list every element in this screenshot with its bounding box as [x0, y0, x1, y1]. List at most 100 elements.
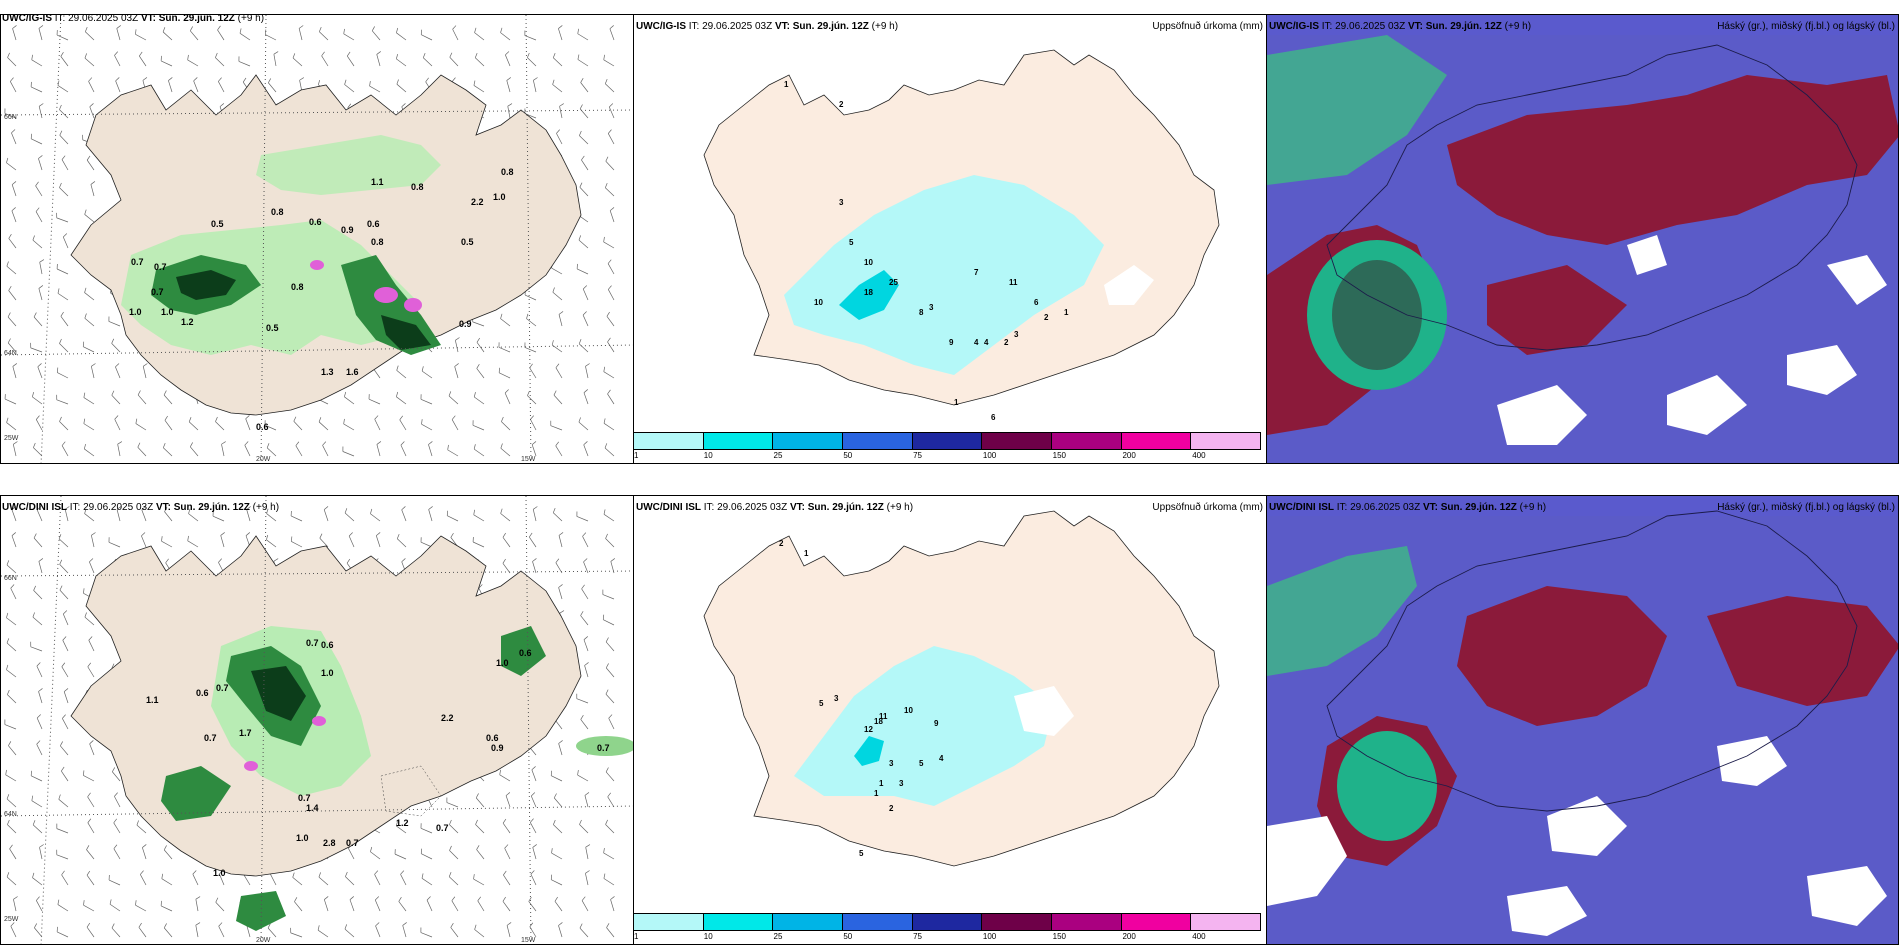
wind-barb-flag: [91, 532, 96, 536]
wind-barb: [11, 210, 17, 223]
wind-barb: [56, 268, 69, 275]
value-label: 2.2: [441, 713, 454, 723]
wind-barb: [59, 135, 69, 145]
wind-barb-flag: [553, 793, 557, 799]
wind-barb: [475, 797, 485, 808]
wind-barb: [56, 854, 69, 860]
wind-barb-flag: [401, 103, 406, 108]
wind-barb: [86, 927, 95, 938]
wind-barb: [11, 509, 17, 522]
wind-barb-flag: [59, 416, 62, 422]
wind-barb: [472, 541, 485, 548]
value-label: 9: [949, 338, 954, 347]
wind-barb: [583, 444, 589, 457]
wind-barb: [84, 318, 95, 327]
value-label: 0.7: [597, 743, 610, 753]
wind-barb-flag: [396, 79, 399, 85]
wind-barb-flag: [192, 870, 197, 875]
wind-barb-flag: [582, 285, 588, 290]
wind-barb: [114, 419, 121, 431]
wind-barb: [502, 822, 511, 834]
wind-barb-flag: [533, 506, 538, 510]
wind-barb: [552, 291, 563, 301]
wind-barb: [163, 394, 173, 405]
wind-barb: [609, 210, 615, 223]
value-label: 1: [879, 779, 884, 788]
wind-barb-flag: [454, 363, 459, 367]
wind-barb-flag: [268, 78, 272, 83]
wind-barb: [245, 418, 251, 431]
precip-heavy-area: [176, 270, 236, 300]
wind-barb: [582, 288, 589, 301]
wind-barb: [607, 341, 615, 353]
accum-white-hole: [1014, 686, 1074, 736]
map-canvas: 66N 64N 25W 20W 15W 0.7 0.61.01.10.6 0.71.…: [1, 496, 633, 944]
wind-barb-flag: [32, 235, 35, 241]
wind-barb: [319, 537, 329, 548]
wind-barb: [527, 395, 537, 405]
colorbar-tick-label: 50: [843, 932, 853, 941]
wind-barb-flag: [61, 766, 65, 772]
value-label: 4: [974, 338, 979, 347]
wind-barb: [195, 925, 199, 938]
wind-barb-flag: [323, 506, 329, 510]
wind-barb: [576, 516, 589, 522]
wind-barb: [553, 797, 563, 808]
wind-barb-flag: [318, 79, 320, 85]
wind-barb: [163, 927, 173, 938]
colorbar-swatch: [773, 914, 844, 930]
wind-barb-flag: [38, 558, 44, 562]
wind-barb: [604, 447, 615, 457]
wind-barb-flag: [217, 25, 221, 31]
colorbar-tick-label: 50: [843, 451, 853, 460]
wind-barb-flag: [11, 129, 16, 134]
wind-barb-flag: [319, 533, 323, 539]
wind-barb: [343, 423, 355, 431]
wind-barb: [396, 83, 407, 93]
wind-barb: [584, 665, 589, 678]
wind-barb-flag: [553, 819, 556, 825]
wind-barb: [343, 33, 355, 41]
wind-barb: [6, 669, 17, 678]
wind-barb-flag: [500, 27, 503, 33]
wind-barb-flag: [88, 636, 93, 641]
wind-barb: [116, 509, 121, 522]
wind-barb: [83, 423, 95, 431]
wind-barb-flag: [370, 508, 373, 514]
value-label: 1.0: [296, 833, 309, 843]
value-label: 1.0: [161, 307, 174, 317]
wind-barb: [475, 57, 485, 67]
wind-barb: [84, 448, 95, 457]
wind-barb: [370, 513, 381, 522]
wind-barb: [215, 421, 225, 431]
wind-barb-flag: [344, 508, 348, 514]
wind-barb-flag: [57, 899, 60, 905]
wind-barb-flag: [579, 819, 582, 825]
wind-barb: [87, 822, 95, 834]
iceland-outline: [1326, 510, 1858, 812]
wind-barb: [6, 265, 17, 275]
wind-barb: [579, 927, 589, 938]
wind-barb: [86, 875, 95, 886]
precip-magenta-spot: [312, 716, 326, 726]
wind-barb: [607, 263, 615, 275]
panel-top-middle-accum-precip: UWC/IG-IS IT: 29.06.2025 03Z VT: Sun. 29…: [633, 14, 1267, 464]
wind-barb-flag: [165, 558, 169, 564]
wind-barb-flag: [35, 181, 39, 187]
wind-barb-flag: [554, 896, 558, 902]
wind-barb-flag: [555, 558, 560, 563]
value-label: 1.0: [496, 658, 509, 668]
wind-barb: [139, 55, 147, 67]
wind-barb: [64, 509, 69, 522]
wind-barb: [448, 876, 459, 886]
wind-barb: [577, 774, 589, 782]
wind-barb-flag: [161, 873, 164, 879]
wind-barb-flag: [135, 418, 138, 424]
wind-barb-flag: [298, 25, 304, 29]
wind-barb: [396, 58, 407, 67]
wind-barb: [6, 876, 17, 886]
wind-barb: [321, 55, 329, 67]
wind-barb-flag: [531, 441, 537, 445]
wind-barb-flag: [163, 390, 167, 396]
wind-barb-flag: [583, 441, 588, 446]
